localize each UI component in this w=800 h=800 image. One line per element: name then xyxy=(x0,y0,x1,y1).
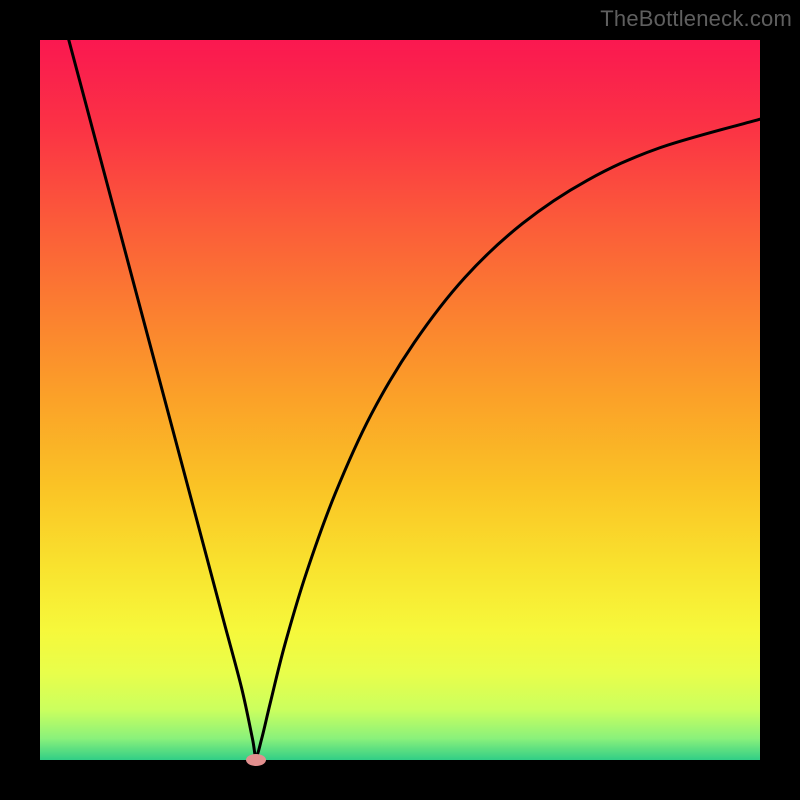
minimum-marker xyxy=(246,754,266,766)
chart-container: TheBottleneck.com xyxy=(0,0,800,800)
chart-svg xyxy=(0,0,800,800)
chart-background-gradient xyxy=(40,40,760,760)
watermark-text: TheBottleneck.com xyxy=(600,6,792,32)
